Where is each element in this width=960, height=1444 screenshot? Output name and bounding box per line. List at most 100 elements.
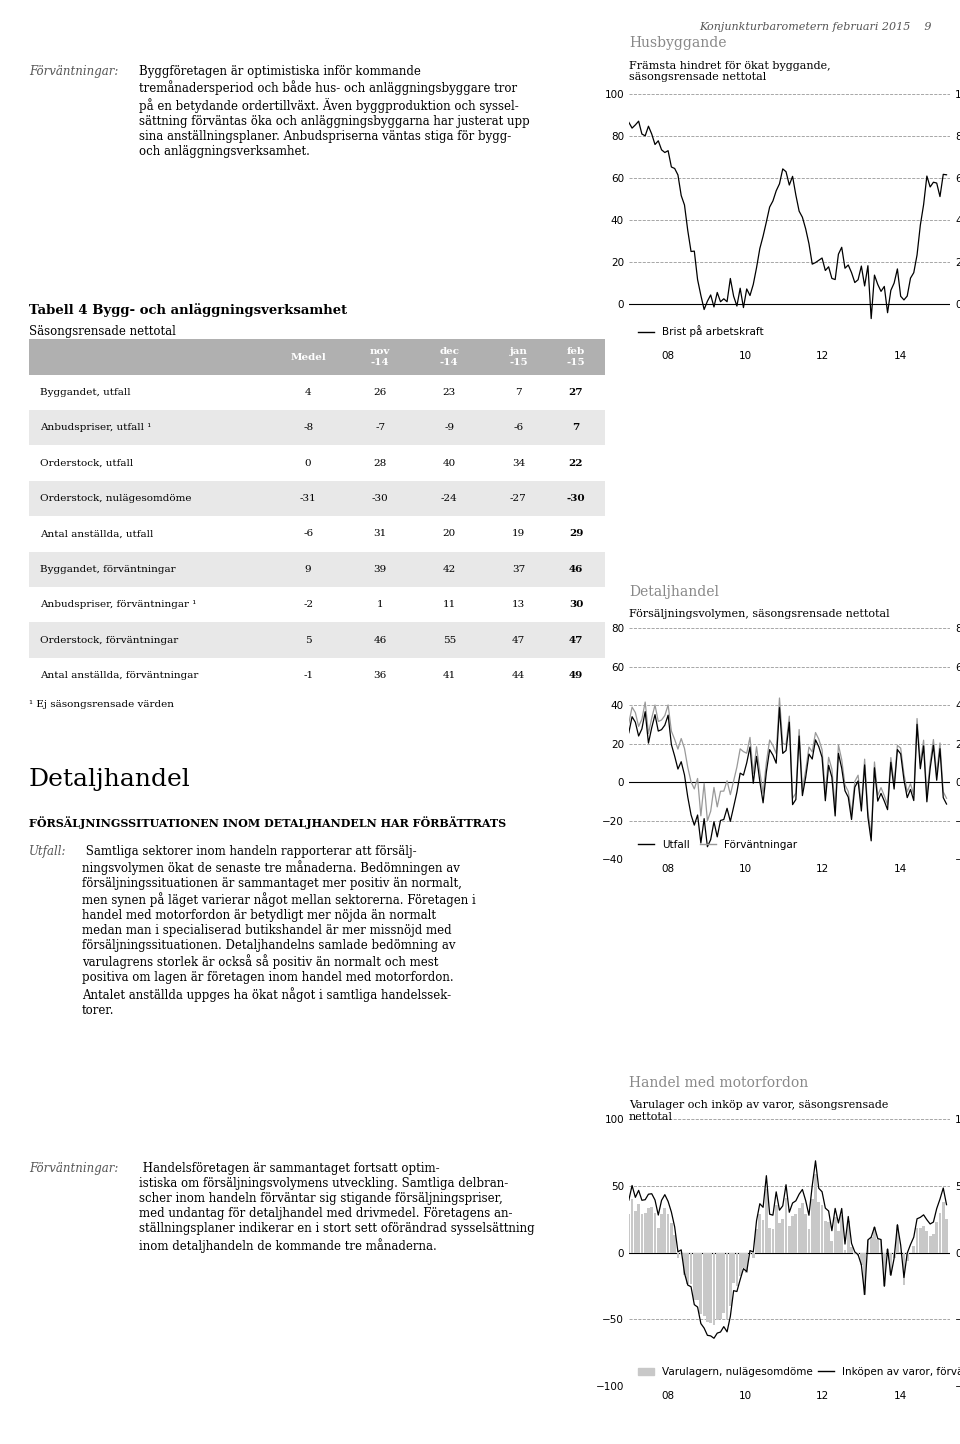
Text: Orderstock, nulägesomdöme: Orderstock, nulägesomdöme [40, 494, 192, 503]
Text: 29: 29 [569, 530, 583, 539]
Text: -8: -8 [303, 423, 313, 432]
FancyBboxPatch shape [29, 339, 605, 374]
Text: 39: 39 [373, 565, 387, 573]
Bar [902, 1252, 905, 1285]
Text: Orderstock, utfall: Orderstock, utfall [40, 459, 133, 468]
Bar [837, 1230, 840, 1252]
Legend: Varulagern, nulägesomdöme, Inköpen av varor, förväntningar: Varulagern, nulägesomdöme, Inköpen av va… [634, 1363, 960, 1380]
Bar [700, 1252, 703, 1314]
Bar [942, 1203, 945, 1252]
Text: Varulager och inköp av varor, säsongsrensade
nettotal: Varulager och inköp av varor, säsongsren… [629, 1100, 888, 1122]
FancyBboxPatch shape [29, 622, 605, 658]
Text: nov
-14: nov -14 [370, 348, 391, 367]
Bar [650, 1207, 653, 1252]
Text: -27: -27 [510, 494, 527, 503]
Bar [640, 1213, 643, 1252]
Bar [856, 1252, 859, 1256]
Text: 4: 4 [305, 388, 311, 397]
Text: Försäljningsvolymen, säsongsrensade nettotal: Försäljningsvolymen, säsongsrensade nett… [629, 609, 889, 619]
Bar [631, 1199, 634, 1252]
Bar [814, 1174, 817, 1252]
Bar [644, 1213, 647, 1252]
Text: 41: 41 [443, 671, 456, 680]
Text: 44: 44 [512, 671, 525, 680]
Bar [916, 1229, 919, 1252]
Bar [768, 1227, 771, 1252]
Bar [735, 1252, 738, 1287]
Bar [821, 1206, 824, 1252]
Text: -31: -31 [300, 494, 317, 503]
Text: Byggandet, förväntningar: Byggandet, förväntningar [40, 565, 176, 573]
Bar [709, 1252, 712, 1323]
Bar [696, 1252, 699, 1300]
Text: 1: 1 [377, 601, 383, 609]
Text: -9: -9 [444, 423, 454, 432]
Text: 9: 9 [305, 565, 311, 573]
Text: 11: 11 [443, 601, 456, 609]
Bar [890, 1252, 892, 1275]
Bar [860, 1252, 863, 1265]
Bar [932, 1235, 935, 1252]
Bar [828, 1222, 830, 1252]
Text: Detaljhandel: Detaljhandel [29, 768, 190, 791]
Bar [853, 1252, 856, 1255]
Text: -30: -30 [372, 494, 389, 503]
Text: 30: 30 [569, 601, 583, 609]
Bar [873, 1227, 876, 1252]
Text: 46: 46 [569, 565, 583, 573]
Bar [883, 1252, 886, 1287]
Bar [775, 1206, 778, 1252]
Text: 0: 0 [305, 459, 311, 468]
Text: feb
-15: feb -15 [566, 348, 586, 367]
Bar [886, 1249, 889, 1252]
Bar [834, 1217, 836, 1252]
Bar [660, 1214, 663, 1252]
Text: 55: 55 [443, 635, 456, 644]
Text: FÖRSÄLJNINGSSITUATIONEN INOM DETALJHANDELN HAR FÖRBÄTTRATS: FÖRSÄLJNINGSSITUATIONEN INOM DETALJHANDE… [29, 816, 506, 829]
Bar [670, 1223, 673, 1252]
Text: -24: -24 [441, 494, 458, 503]
Bar [851, 1246, 852, 1252]
Text: 46: 46 [373, 635, 387, 644]
Text: ¹ Ej säsongsrensade värden: ¹ Ej säsongsrensade värden [29, 700, 174, 709]
Bar [935, 1222, 938, 1252]
Bar [726, 1252, 729, 1320]
Text: 47: 47 [512, 635, 525, 644]
Bar [795, 1214, 797, 1252]
Text: Handelsföretagen är sammantaget fortsatt optim-
istiska om försäljningsvolymens : Handelsföretagen är sammantaget fortsatt… [139, 1162, 535, 1253]
Text: 42: 42 [443, 565, 456, 573]
Bar [906, 1252, 908, 1261]
Text: Medel: Medel [290, 352, 326, 361]
Bar [756, 1229, 758, 1252]
Text: 13: 13 [512, 601, 525, 609]
Bar [677, 1252, 680, 1258]
Text: Husbyggande: Husbyggande [629, 36, 727, 51]
Bar [939, 1213, 942, 1252]
Text: Antal anställda, utfall: Antal anställda, utfall [40, 530, 154, 539]
Bar [693, 1252, 696, 1300]
Bar [847, 1222, 850, 1252]
Bar [863, 1252, 866, 1294]
Bar [879, 1239, 882, 1252]
Text: 47: 47 [569, 635, 583, 644]
Bar [745, 1252, 748, 1272]
Text: 37: 37 [512, 565, 525, 573]
Text: 7: 7 [572, 423, 580, 432]
Bar [663, 1209, 666, 1252]
Bar [896, 1225, 899, 1252]
Text: Säsongsrensade nettotal: Säsongsrensade nettotal [29, 325, 176, 338]
Bar [703, 1252, 706, 1317]
Bar [712, 1252, 715, 1326]
Text: -7: -7 [375, 423, 385, 432]
Text: 27: 27 [568, 388, 584, 397]
Legend: Brist på arbetskraft: Brist på arbetskraft [634, 321, 768, 341]
Bar [811, 1199, 814, 1252]
Text: 7: 7 [516, 388, 521, 397]
Bar [925, 1232, 928, 1252]
Bar [634, 1210, 636, 1252]
Text: 34: 34 [512, 459, 525, 468]
Text: 26: 26 [373, 388, 387, 397]
Text: Förväntningar:: Förväntningar: [29, 65, 118, 78]
Text: Antal anställda, förväntningar: Antal anställda, förväntningar [40, 671, 199, 680]
Text: Byggföretagen är optimistiska inför kommande
tremånadersperiod och både hus- och: Byggföretagen är optimistiska inför komm… [139, 65, 530, 157]
